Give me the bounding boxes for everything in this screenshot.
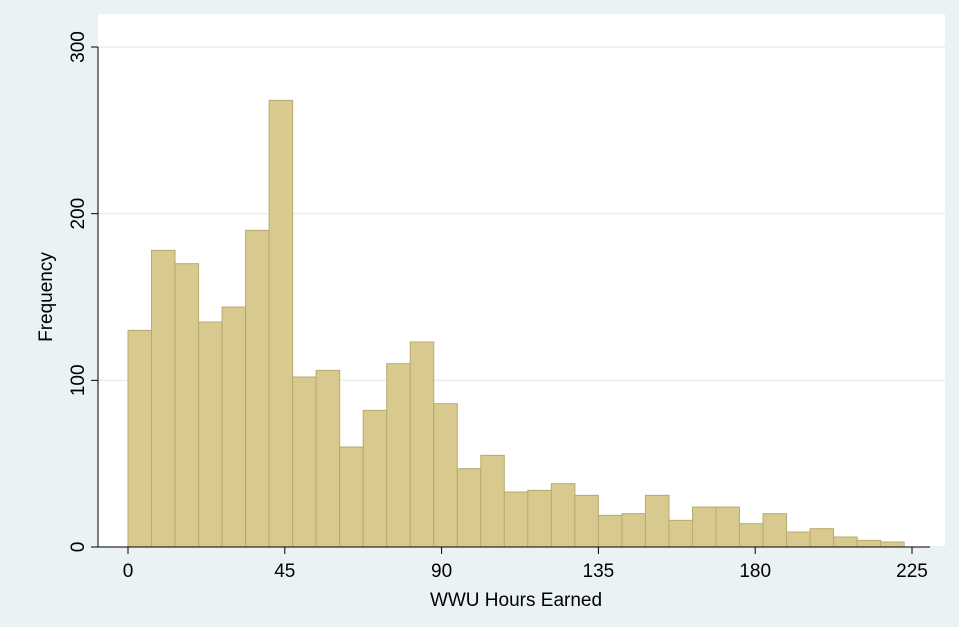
bar bbox=[362, 409, 388, 548]
bar bbox=[245, 229, 270, 548]
y-tick-label: 100 bbox=[68, 364, 89, 396]
y-axis-title: Frequency bbox=[36, 252, 57, 342]
bar bbox=[456, 468, 482, 548]
bar bbox=[198, 321, 223, 548]
bar bbox=[292, 376, 317, 548]
bar bbox=[433, 403, 458, 548]
x-axis-title: WWU Hours Earned bbox=[430, 590, 602, 611]
bar bbox=[597, 514, 623, 548]
y-tick-label: 0 bbox=[68, 542, 89, 553]
bar bbox=[715, 506, 741, 548]
bar bbox=[268, 99, 294, 548]
bar bbox=[339, 446, 364, 548]
bar bbox=[809, 528, 835, 548]
bar bbox=[550, 483, 576, 548]
bar bbox=[833, 536, 858, 548]
bar bbox=[174, 263, 200, 548]
bar bbox=[880, 541, 905, 548]
bar bbox=[574, 494, 599, 548]
bar bbox=[315, 369, 341, 548]
bar bbox=[480, 454, 505, 548]
bar bbox=[856, 539, 882, 548]
bar bbox=[786, 531, 811, 548]
x-tick-label: 0 bbox=[123, 561, 134, 582]
bar bbox=[386, 363, 411, 548]
bar bbox=[691, 506, 717, 548]
bar bbox=[739, 523, 764, 548]
bar bbox=[621, 513, 646, 548]
y-tick-label: 300 bbox=[68, 31, 89, 63]
x-tick-label: 135 bbox=[583, 561, 615, 582]
bar bbox=[221, 306, 247, 548]
y-tick-label: 200 bbox=[68, 198, 89, 230]
bar bbox=[762, 513, 788, 548]
bar bbox=[127, 329, 153, 548]
bar bbox=[503, 491, 529, 548]
x-tick-label: 45 bbox=[274, 561, 295, 582]
bar bbox=[668, 519, 693, 548]
x-tick-label: 180 bbox=[739, 561, 771, 582]
bar bbox=[409, 341, 435, 548]
x-tick-label: 90 bbox=[431, 561, 452, 582]
bar bbox=[527, 489, 552, 548]
bar bbox=[644, 494, 670, 548]
x-tick-label: 225 bbox=[896, 561, 928, 582]
bar bbox=[151, 249, 176, 548]
